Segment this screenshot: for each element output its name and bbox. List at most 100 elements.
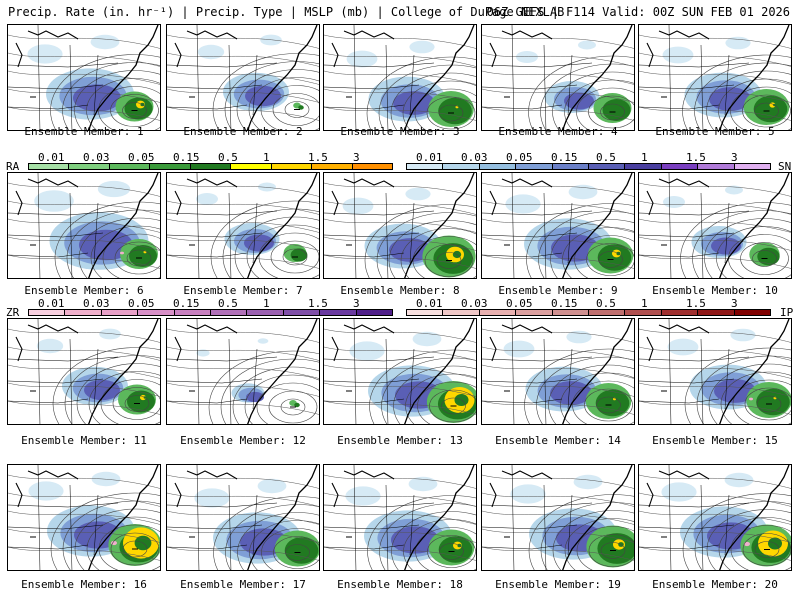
legend-color-swatch bbox=[698, 310, 735, 315]
legend-color-swatch bbox=[190, 164, 232, 169]
legend-tick-label: 1.5 bbox=[686, 297, 706, 310]
ensemble-member-label: Ensemble Member: 19 bbox=[495, 578, 621, 591]
legend-color-swatch bbox=[552, 164, 590, 169]
ensemble-member-panel bbox=[323, 318, 477, 425]
legend-color-swatch bbox=[516, 310, 553, 315]
legend-tick-label: 0.05 bbox=[128, 297, 155, 310]
precip-map bbox=[167, 319, 319, 424]
legend-color-swatch bbox=[661, 164, 699, 169]
legend-color-swatch bbox=[109, 164, 151, 169]
ensemble-member-panel bbox=[638, 318, 792, 425]
legend-color-swatch bbox=[247, 310, 284, 315]
ensemble-member-label: Ensemble Member: 2 bbox=[183, 125, 303, 138]
legend-color-swatch bbox=[231, 164, 272, 169]
legend-tick-label: 0.15 bbox=[551, 151, 578, 164]
header-model-valid-time: 06Z GEFS | F114 Valid: 00Z SUN FEB 01 20… bbox=[486, 5, 790, 19]
legend-color-swatch bbox=[552, 310, 590, 315]
legend-color-swatch bbox=[29, 310, 66, 315]
legend-tick-label: 1 bbox=[641, 151, 648, 164]
ensemble-member-label: Ensemble Member: 4 bbox=[498, 125, 618, 138]
legend-tick-label: 1 bbox=[263, 151, 270, 164]
legend-tick-label: 3 bbox=[731, 151, 738, 164]
ensemble-member-panel bbox=[481, 318, 635, 425]
legend-tick-label: 0.05 bbox=[128, 151, 155, 164]
legend-tick-label: 0.03 bbox=[83, 151, 110, 164]
legend-tick-label: 1.5 bbox=[308, 297, 328, 310]
ensemble-member-label: Ensemble Member: 20 bbox=[652, 578, 778, 591]
legend-color-swatch bbox=[479, 310, 517, 315]
ensemble-member-panel bbox=[481, 24, 635, 131]
legend-color-swatch bbox=[661, 310, 699, 315]
legend-tick-label: 1 bbox=[641, 297, 648, 310]
legend-tick-label: 0.5 bbox=[218, 297, 238, 310]
precip-map bbox=[639, 465, 791, 570]
legend-color-swatch bbox=[150, 164, 191, 169]
precip-map bbox=[8, 465, 160, 570]
legend-tick-label: 0.03 bbox=[83, 297, 110, 310]
legend-tick-label: 3 bbox=[353, 151, 360, 164]
legend-tick-label: 1.5 bbox=[686, 151, 706, 164]
ensemble-member-panel bbox=[166, 172, 320, 279]
ensemble-member-label: Ensemble Member: 1 bbox=[24, 125, 144, 138]
legend-tick-label: 0.5 bbox=[218, 151, 238, 164]
precip-map bbox=[639, 173, 791, 278]
ensemble-member-label: Ensemble Member: 5 bbox=[655, 125, 775, 138]
ensemble-member-panel bbox=[638, 172, 792, 279]
legend-tick-label: 1.5 bbox=[308, 151, 328, 164]
legend-color-swatch bbox=[211, 310, 248, 315]
legend-color-swatch bbox=[407, 164, 444, 169]
precip-map bbox=[167, 465, 319, 570]
ensemble-member-panel bbox=[323, 24, 477, 131]
legend-tick-label: 0.05 bbox=[506, 297, 533, 310]
legend-tick-label: 0.5 bbox=[596, 297, 616, 310]
legend-color-swatch bbox=[589, 164, 626, 169]
precip-map bbox=[8, 319, 160, 424]
map-header: Precip. Rate (in. hr⁻¹) | Precip. Type |… bbox=[0, 0, 800, 24]
ensemble-member-label: Ensemble Member: 3 bbox=[340, 125, 460, 138]
ensemble-member-label: Ensemble Member: 6 bbox=[24, 284, 144, 297]
legend-color-swatch bbox=[443, 164, 480, 169]
precip-map bbox=[324, 173, 476, 278]
legend-color-swatch bbox=[625, 164, 662, 169]
legend-tick-label: 0.01 bbox=[416, 151, 443, 164]
legend-color-swatch bbox=[320, 310, 357, 315]
precip-map bbox=[639, 25, 791, 130]
ensemble-member-label: Ensemble Member: 14 bbox=[495, 434, 621, 447]
legend-freezing_rain-colorbar bbox=[28, 309, 393, 316]
legend-color-swatch bbox=[138, 310, 175, 315]
legend-color-swatch bbox=[352, 164, 392, 169]
legend-color-swatch bbox=[283, 310, 321, 315]
precip-map bbox=[167, 25, 319, 130]
legend-color-swatch bbox=[101, 310, 139, 315]
precip-map bbox=[482, 25, 634, 130]
legend-color-swatch bbox=[479, 164, 517, 169]
legend-tick-label: 0.05 bbox=[506, 151, 533, 164]
ensemble-member-label: Ensemble Member: 10 bbox=[652, 284, 778, 297]
legend-tick-label: 3 bbox=[731, 297, 738, 310]
ensemble-member-panel bbox=[7, 318, 161, 425]
ensemble-member-panel bbox=[481, 172, 635, 279]
ensemble-member-panel bbox=[7, 464, 161, 571]
ensemble-member-panel bbox=[638, 24, 792, 131]
ensemble-member-panel bbox=[323, 172, 477, 279]
legend-freezing_rain-label: ZR bbox=[6, 306, 20, 319]
precip-map bbox=[482, 173, 634, 278]
ensemble-member-label: Ensemble Member: 8 bbox=[340, 284, 460, 297]
legend-color-swatch bbox=[407, 310, 444, 315]
legend-color-swatch bbox=[589, 310, 626, 315]
legend-color-swatch bbox=[65, 310, 102, 315]
legend-color-swatch bbox=[29, 164, 70, 169]
legend-tick-label: 1 bbox=[263, 297, 270, 310]
legend-tick-label: 0.03 bbox=[461, 297, 488, 310]
legend-tick-label: 0.01 bbox=[38, 151, 65, 164]
precip-map bbox=[639, 319, 791, 424]
ensemble-member-label: Ensemble Member: 15 bbox=[652, 434, 778, 447]
precip-map bbox=[324, 319, 476, 424]
ensemble-member-panel bbox=[638, 464, 792, 571]
legend-tick-label: 0.15 bbox=[173, 151, 200, 164]
legend-color-swatch bbox=[734, 310, 771, 315]
legend-snow-label: SN bbox=[778, 160, 792, 173]
legend-tick-label: 3 bbox=[353, 297, 360, 310]
ensemble-member-label: Ensemble Member: 13 bbox=[337, 434, 463, 447]
ensemble-member-panel bbox=[481, 464, 635, 571]
